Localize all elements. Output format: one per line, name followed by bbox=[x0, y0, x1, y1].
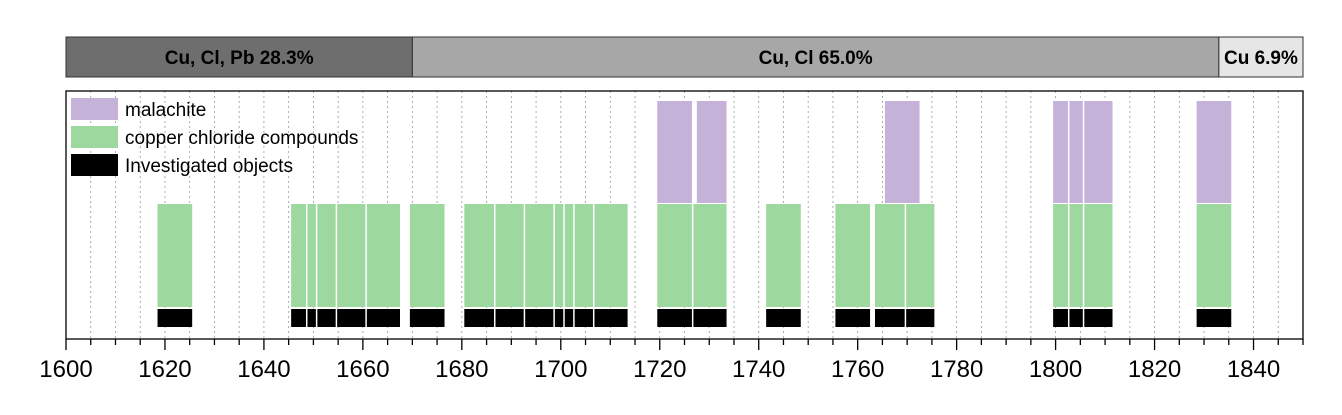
x-tick-label: 1800 bbox=[1029, 356, 1082, 383]
investigated-bar bbox=[574, 309, 593, 327]
x-tick-label: 1600 bbox=[39, 356, 92, 383]
investigated-bar bbox=[495, 309, 524, 327]
period-label: Cu, Cl 65.0% bbox=[759, 48, 873, 69]
malachite-bar bbox=[1053, 101, 1068, 203]
legend: malachite copper chloride compounds Invest… bbox=[71, 98, 358, 177]
investigated-bar bbox=[835, 309, 871, 327]
investigated-bar bbox=[766, 309, 801, 327]
legend-swatch bbox=[71, 154, 118, 176]
x-tick-label: 1780 bbox=[930, 356, 983, 383]
malachite-bar bbox=[657, 101, 692, 203]
period-segment bbox=[411, 36, 1220, 78]
copper_chloride-bar bbox=[835, 204, 871, 307]
x-tick-label: 1680 bbox=[435, 356, 488, 383]
copper_chloride-bar bbox=[574, 204, 593, 307]
investigated-bar bbox=[906, 309, 935, 327]
x-tick-label: 1720 bbox=[633, 356, 686, 383]
legend-swatch bbox=[71, 98, 118, 120]
investigated-bar bbox=[317, 309, 336, 327]
period-segment bbox=[65, 36, 413, 78]
investigated-bar bbox=[657, 309, 692, 327]
copper_chloride-bar bbox=[337, 204, 366, 307]
investigated-bar bbox=[409, 309, 445, 327]
x-tick-label: 1820 bbox=[1128, 356, 1181, 383]
copper_chloride-bar bbox=[594, 204, 628, 307]
copper_chloride-bar bbox=[657, 204, 692, 307]
x-tick-label: 1620 bbox=[138, 356, 191, 383]
investigated-bar bbox=[693, 309, 727, 327]
copper_chloride-bar bbox=[307, 204, 316, 307]
period-label: Cu 6.9% bbox=[1224, 48, 1298, 69]
copper_chloride-bar bbox=[366, 204, 400, 307]
copper_chloride-bar bbox=[409, 204, 445, 307]
legend-label: malachite bbox=[125, 100, 206, 121]
investigated-bar bbox=[1084, 309, 1113, 327]
investigated-bar bbox=[554, 309, 564, 327]
x-axis: 1600 1620 1640 1660 1680 1700 1720 1740 1760 1780… bbox=[39, 339, 1304, 383]
copper_chloride-bar bbox=[1053, 204, 1068, 307]
x-tick-label: 1660 bbox=[336, 356, 389, 383]
investigated-bar bbox=[874, 309, 905, 327]
legend-label: Investigated objects bbox=[125, 156, 293, 177]
copper_chloride-bar bbox=[525, 204, 554, 307]
copper_chloride-bar bbox=[1196, 204, 1232, 307]
x-tick-label: 1740 bbox=[732, 356, 785, 383]
legend-swatch bbox=[71, 126, 118, 148]
copper_chloride-bar bbox=[874, 204, 905, 307]
malachite-bar bbox=[1196, 101, 1232, 203]
copper_chloride-bar bbox=[766, 204, 801, 307]
investigated-bar bbox=[337, 309, 366, 327]
investigated-bar bbox=[1196, 309, 1232, 327]
investigated-bar bbox=[464, 309, 495, 327]
malachite-bar bbox=[696, 101, 727, 203]
copper_chloride-bar bbox=[464, 204, 495, 307]
copper_chloride-bar bbox=[906, 204, 935, 307]
period-bar: Cu, Cl, Pb 28.3% Cu, Cl 65.0% Cu 6.9% bbox=[65, 36, 1304, 78]
copper_chloride-bar bbox=[554, 204, 564, 307]
investigated-bar bbox=[157, 309, 193, 327]
copper_chloride-bar bbox=[157, 204, 193, 307]
legend-label: copper chloride compounds bbox=[125, 128, 358, 149]
x-tick-label: 1640 bbox=[237, 356, 290, 383]
investigated-bar bbox=[366, 309, 400, 327]
copper_chloride-bar bbox=[291, 204, 306, 307]
copper_chloride-bar bbox=[564, 204, 574, 307]
investigated-bar bbox=[291, 309, 306, 327]
investigated-bar bbox=[1069, 309, 1083, 327]
malachite-bar bbox=[1084, 101, 1113, 203]
investigated-bar bbox=[525, 309, 554, 327]
copper_chloride-bar bbox=[693, 204, 727, 307]
copper_chloride-bar bbox=[1069, 204, 1083, 307]
bar-group bbox=[157, 101, 1232, 327]
x-tick-label: 1840 bbox=[1227, 356, 1280, 383]
investigated-bar bbox=[564, 309, 574, 327]
copper_chloride-bar bbox=[1084, 204, 1113, 307]
investigated-bar bbox=[594, 309, 628, 327]
x-tick-label: 1700 bbox=[534, 356, 587, 383]
investigated-bar bbox=[307, 309, 316, 327]
malachite-bar bbox=[884, 101, 920, 203]
period-segment bbox=[1218, 36, 1304, 78]
period-label: Cu, Cl, Pb 28.3% bbox=[165, 48, 314, 69]
copper_chloride-bar bbox=[495, 204, 524, 307]
malachite-bar bbox=[1069, 101, 1083, 203]
x-tick-label: 1760 bbox=[831, 356, 884, 383]
copper_chloride-bar bbox=[317, 204, 336, 307]
investigated-bar bbox=[1053, 309, 1068, 327]
